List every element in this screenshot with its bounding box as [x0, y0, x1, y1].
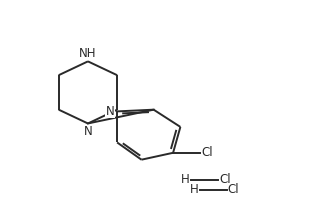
Text: N: N: [106, 105, 115, 118]
Text: H: H: [189, 183, 198, 196]
Text: Cl: Cl: [201, 146, 213, 159]
Text: Cl: Cl: [228, 183, 240, 196]
Text: N: N: [84, 125, 92, 138]
Text: Cl: Cl: [219, 173, 231, 186]
Text: H: H: [181, 173, 190, 186]
Text: NH: NH: [79, 47, 97, 60]
